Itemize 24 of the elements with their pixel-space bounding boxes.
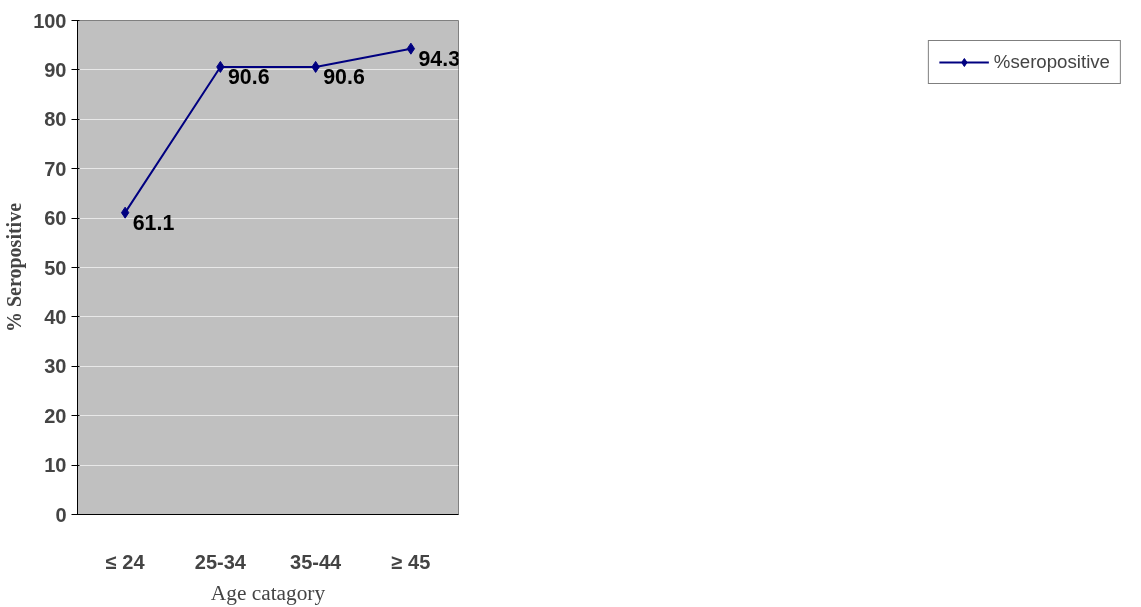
point xyxy=(120,206,130,219)
x-tick-label: 25-34 xyxy=(194,550,247,573)
y-tick-label: 80 xyxy=(44,108,67,131)
x-tick-label: 35-44 xyxy=(290,550,343,573)
y-axis-title: % Seropositive xyxy=(3,202,27,333)
y-tick-label: 70 xyxy=(44,157,67,180)
x-tick-label: ≥ 45 xyxy=(391,550,431,573)
data-label: 90.6 xyxy=(227,65,270,90)
y-tick-label: 40 xyxy=(44,305,67,328)
x-axis-title: Age catagory xyxy=(210,580,326,605)
y-tick-label: 10 xyxy=(44,454,67,477)
y-tick-label: 0 xyxy=(55,503,67,526)
data-label: 61.1 xyxy=(132,211,175,236)
point xyxy=(406,42,416,55)
y-tick-label: 20 xyxy=(44,404,67,427)
data-label: 90.6 xyxy=(323,65,365,90)
legend-label: %seropositive xyxy=(993,51,1110,73)
y-tick-label: 90 xyxy=(44,58,67,81)
data-label: 94.3 xyxy=(418,47,461,72)
y-tick-label: 60 xyxy=(44,207,67,230)
y-tick-label: 100 xyxy=(33,9,67,32)
y-tick-label: 30 xyxy=(44,355,67,378)
x-tick-label: ≤ 24 xyxy=(105,550,146,573)
y-tick-label: 50 xyxy=(44,256,67,279)
